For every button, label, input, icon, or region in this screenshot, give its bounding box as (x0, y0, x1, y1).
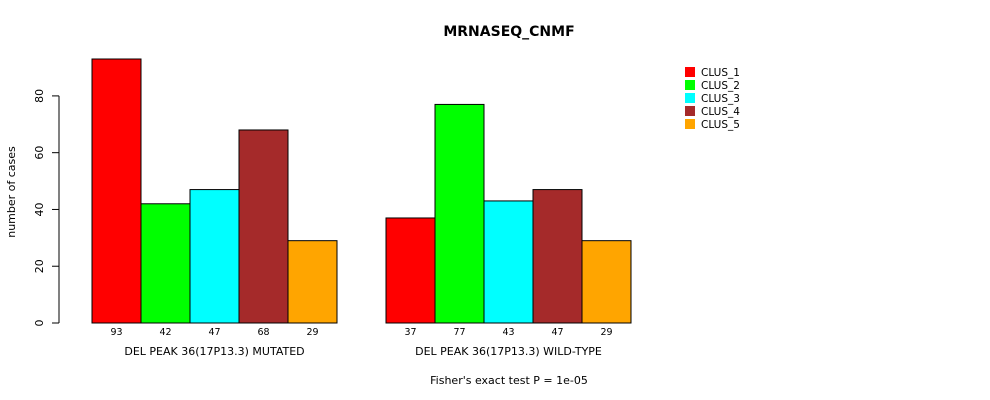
legend-swatch (685, 80, 695, 90)
bar-clus-5-group-1 (287, 240, 338, 324)
bars (91, 58, 632, 324)
chart-title: MRNASEQ_CNMF (443, 24, 574, 40)
y-tick-label: 0 (33, 320, 46, 327)
bar-clus-5-group-2 (581, 240, 632, 324)
bar-value-label: 68 (257, 327, 269, 338)
y-axis-label: number of cases (5, 146, 18, 238)
bar-clus-1-group-1 (91, 58, 142, 324)
bar-value-label: 43 (502, 327, 514, 338)
legend-label: CLUS_4 (701, 106, 740, 118)
bar-value-label: 93 (110, 327, 122, 338)
legend-label: CLUS_5 (701, 119, 740, 131)
bar-clus-4-group-2 (532, 189, 583, 324)
bar-clus-4-group-1 (238, 129, 289, 324)
y-tick-label: 80 (33, 89, 46, 103)
legend-swatch (685, 67, 695, 77)
bar-value-label: 37 (404, 327, 416, 338)
legend-label: CLUS_3 (701, 93, 740, 105)
group-label: DEL PEAK 36(17P13.3) MUTATED (124, 345, 304, 358)
bar-clus-3-group-1 (189, 189, 240, 324)
bar-value-label: 42 (159, 327, 171, 338)
legend-label: CLUS_1 (701, 67, 740, 79)
bar-clus-3-group-2 (483, 200, 534, 324)
legend-label: CLUS_2 (701, 80, 740, 92)
fisher-test-annotation: Fisher's exact test P = 1e-05 (430, 374, 588, 387)
bar-value-label: 47 (208, 327, 220, 338)
y-axis: 0 20 40 60 80 (33, 89, 60, 327)
bar-value-label: 29 (600, 327, 612, 338)
bar-clus-2-group-2 (434, 103, 485, 324)
legend-swatch (685, 106, 695, 116)
group-label: DEL PEAK 36(17P13.3) WILD-TYPE (415, 345, 602, 358)
bar-value-label: 47 (551, 327, 563, 338)
bar-value-label: 29 (306, 327, 318, 338)
value-labels: 93 42 47 68 29 37 77 43 47 29 (110, 327, 612, 338)
legend-swatch (685, 119, 695, 129)
bar-clus-1-group-2 (385, 217, 436, 324)
bar-value-label: 77 (453, 327, 465, 338)
bar-clus-2-group-1 (140, 203, 191, 324)
y-tick-label: 40 (33, 202, 46, 216)
group-labels: DEL PEAK 36(17P13.3) MUTATED DEL PEAK 36(… (124, 345, 602, 358)
y-tick-label: 20 (33, 259, 46, 273)
legend-swatch (685, 93, 695, 103)
y-tick-label: 60 (33, 146, 46, 160)
